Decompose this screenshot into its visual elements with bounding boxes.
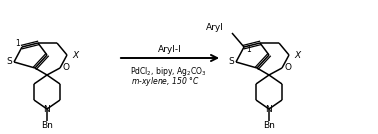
Text: Bn: Bn (263, 122, 275, 131)
Text: 1: 1 (246, 44, 251, 53)
Text: Bn: Bn (41, 122, 53, 131)
Text: S: S (228, 57, 234, 66)
Text: X: X (294, 51, 300, 59)
Text: X: X (72, 51, 78, 59)
Text: 1: 1 (15, 38, 20, 47)
Text: S: S (6, 57, 12, 66)
Text: N: N (43, 105, 50, 114)
Text: Aryl: Aryl (206, 23, 224, 33)
Text: $m$-xylene, 150 °C: $m$-xylene, 150 °C (131, 75, 199, 88)
Text: O: O (285, 64, 291, 72)
Text: N: N (266, 105, 273, 114)
Text: PdCl$_2$, bipy, Ag$_2$CO$_3$: PdCl$_2$, bipy, Ag$_2$CO$_3$ (130, 65, 206, 78)
Text: O: O (62, 64, 70, 72)
Text: Aryl-I: Aryl-I (158, 44, 182, 53)
